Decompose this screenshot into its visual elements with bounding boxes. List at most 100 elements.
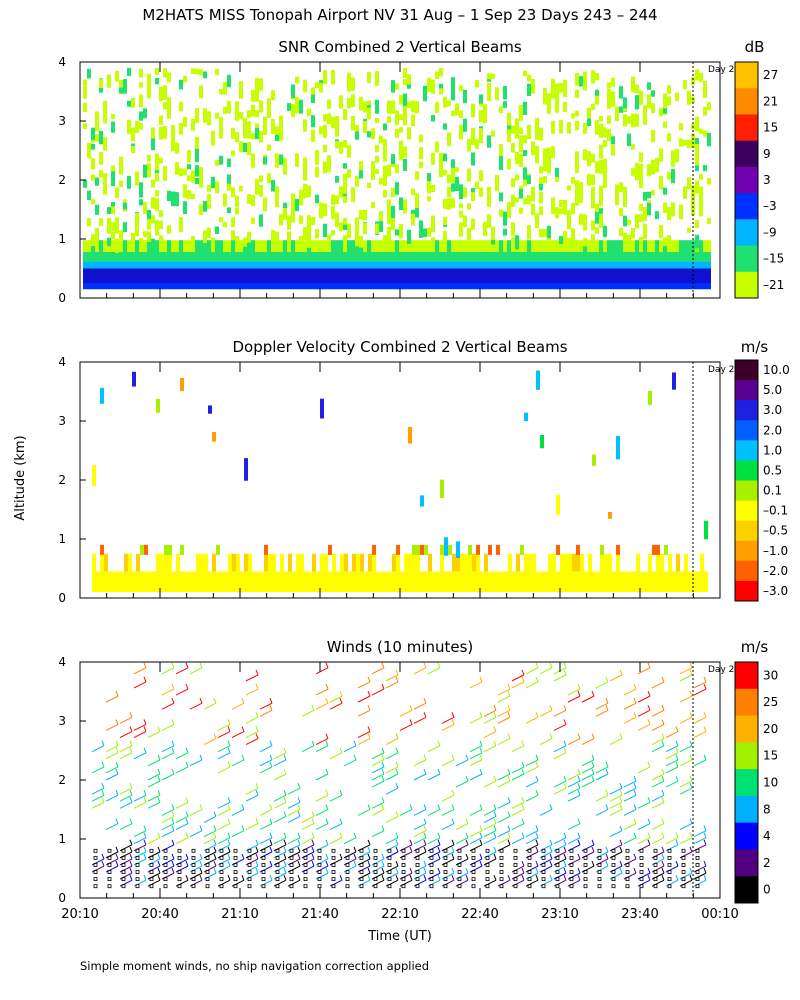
wind-barb — [241, 804, 245, 810]
snr-colorbar-swatch — [735, 62, 758, 89]
snr-cell — [563, 240, 567, 252]
snr-cell — [451, 198, 455, 208]
snr-cell — [275, 261, 279, 269]
snr-cell — [639, 203, 643, 212]
wind-calm-marker — [331, 863, 336, 867]
snr-cell — [243, 268, 247, 290]
snr-cell — [479, 268, 483, 290]
snr-cell — [699, 190, 703, 206]
snr-cell — [343, 217, 347, 228]
snr-cell — [635, 172, 639, 181]
wind-barb — [329, 837, 343, 845]
wind-barb — [119, 823, 133, 831]
snr-cell — [127, 251, 131, 262]
wind-barb — [567, 837, 581, 845]
snr-colorbar-label: –3 — [763, 199, 777, 213]
wind-calm-marker — [303, 863, 308, 867]
wind-barb — [637, 723, 651, 731]
snr-cell — [519, 155, 523, 168]
snr-cell — [591, 268, 595, 290]
snr-cell — [367, 131, 371, 138]
snr-cell — [199, 261, 203, 269]
wind-barb — [231, 808, 245, 816]
wind-barb — [661, 832, 665, 838]
snr-cell — [171, 261, 175, 269]
snr-cell — [487, 193, 491, 207]
wind-barb — [325, 768, 329, 775]
snr-cell — [319, 82, 323, 93]
doppler-cell — [244, 571, 248, 593]
snr-cell — [123, 283, 127, 290]
snr-cell — [195, 177, 199, 185]
wind-calm-marker — [387, 870, 392, 874]
doppler-cell — [340, 571, 344, 593]
wind-calm-marker — [429, 848, 434, 853]
snr-cell — [295, 104, 299, 114]
wind-calm-marker — [121, 870, 126, 874]
wind-barb — [521, 875, 525, 881]
wind-barb — [175, 752, 189, 760]
wind-barb — [661, 768, 665, 775]
wind-barb — [245, 674, 259, 682]
wind-barb — [465, 853, 469, 860]
snr-cell — [219, 117, 223, 125]
snr-cell — [555, 172, 559, 183]
snr-cell — [459, 240, 463, 252]
wind-calm-marker — [205, 863, 210, 867]
wind-barb — [161, 723, 175, 731]
snr-cell — [279, 283, 283, 290]
wind-barb — [297, 797, 301, 803]
snr-cell — [339, 240, 343, 252]
wind-barb — [325, 804, 329, 810]
snr-cell — [103, 183, 107, 195]
doppler-cell — [504, 571, 508, 593]
wind-barb — [689, 867, 693, 874]
wind-barb — [581, 695, 595, 703]
wind-barb — [231, 731, 245, 738]
wind-barb — [577, 775, 581, 782]
wind-barb — [497, 830, 511, 838]
wind-calm-marker — [317, 884, 322, 889]
doppler-cell — [288, 553, 292, 572]
wind-barb — [493, 712, 497, 718]
snr-cell — [91, 127, 95, 140]
wind-barb — [409, 839, 413, 845]
wind-barb — [217, 752, 231, 760]
wind-calm-marker — [163, 863, 168, 867]
snr-cell — [163, 251, 167, 262]
snr-day-label: Day 244 — [708, 65, 746, 75]
wind-barb — [539, 738, 553, 746]
snr-cell — [659, 224, 663, 239]
snr-cell — [375, 144, 379, 153]
winds-x-tick-label: 23:10 — [541, 907, 578, 922]
snr-cell — [583, 126, 587, 134]
wind-barb — [497, 738, 511, 746]
snr-cell — [639, 236, 643, 249]
snr-cell — [399, 261, 403, 269]
figure-title: M2HATS MISS Tonopah Airport NV 31 Aug – … — [142, 6, 657, 24]
snr-cell — [647, 94, 651, 109]
snr-cell — [263, 116, 267, 131]
snr-cell — [587, 283, 591, 290]
snr-cell — [267, 173, 271, 184]
wind-barb — [269, 754, 273, 761]
snr-cell — [631, 168, 635, 176]
doppler-cell — [664, 571, 668, 593]
snr-cell — [347, 251, 351, 262]
snr-cell — [447, 283, 451, 290]
wind-barb — [553, 837, 567, 845]
snr-cell — [559, 251, 563, 262]
doppler-cell — [636, 553, 640, 572]
wind-barb — [605, 860, 609, 867]
snr-cell — [583, 238, 587, 247]
snr-cell — [475, 268, 479, 290]
snr-cell — [183, 184, 187, 198]
snr-cell — [143, 251, 147, 262]
wind-barb — [203, 702, 217, 710]
wind-barb — [437, 867, 441, 874]
snr-cell — [671, 154, 675, 167]
wind-barb — [633, 818, 637, 824]
snr-cell — [323, 69, 327, 85]
snr-cell — [411, 261, 415, 269]
wind-barb — [451, 853, 455, 860]
